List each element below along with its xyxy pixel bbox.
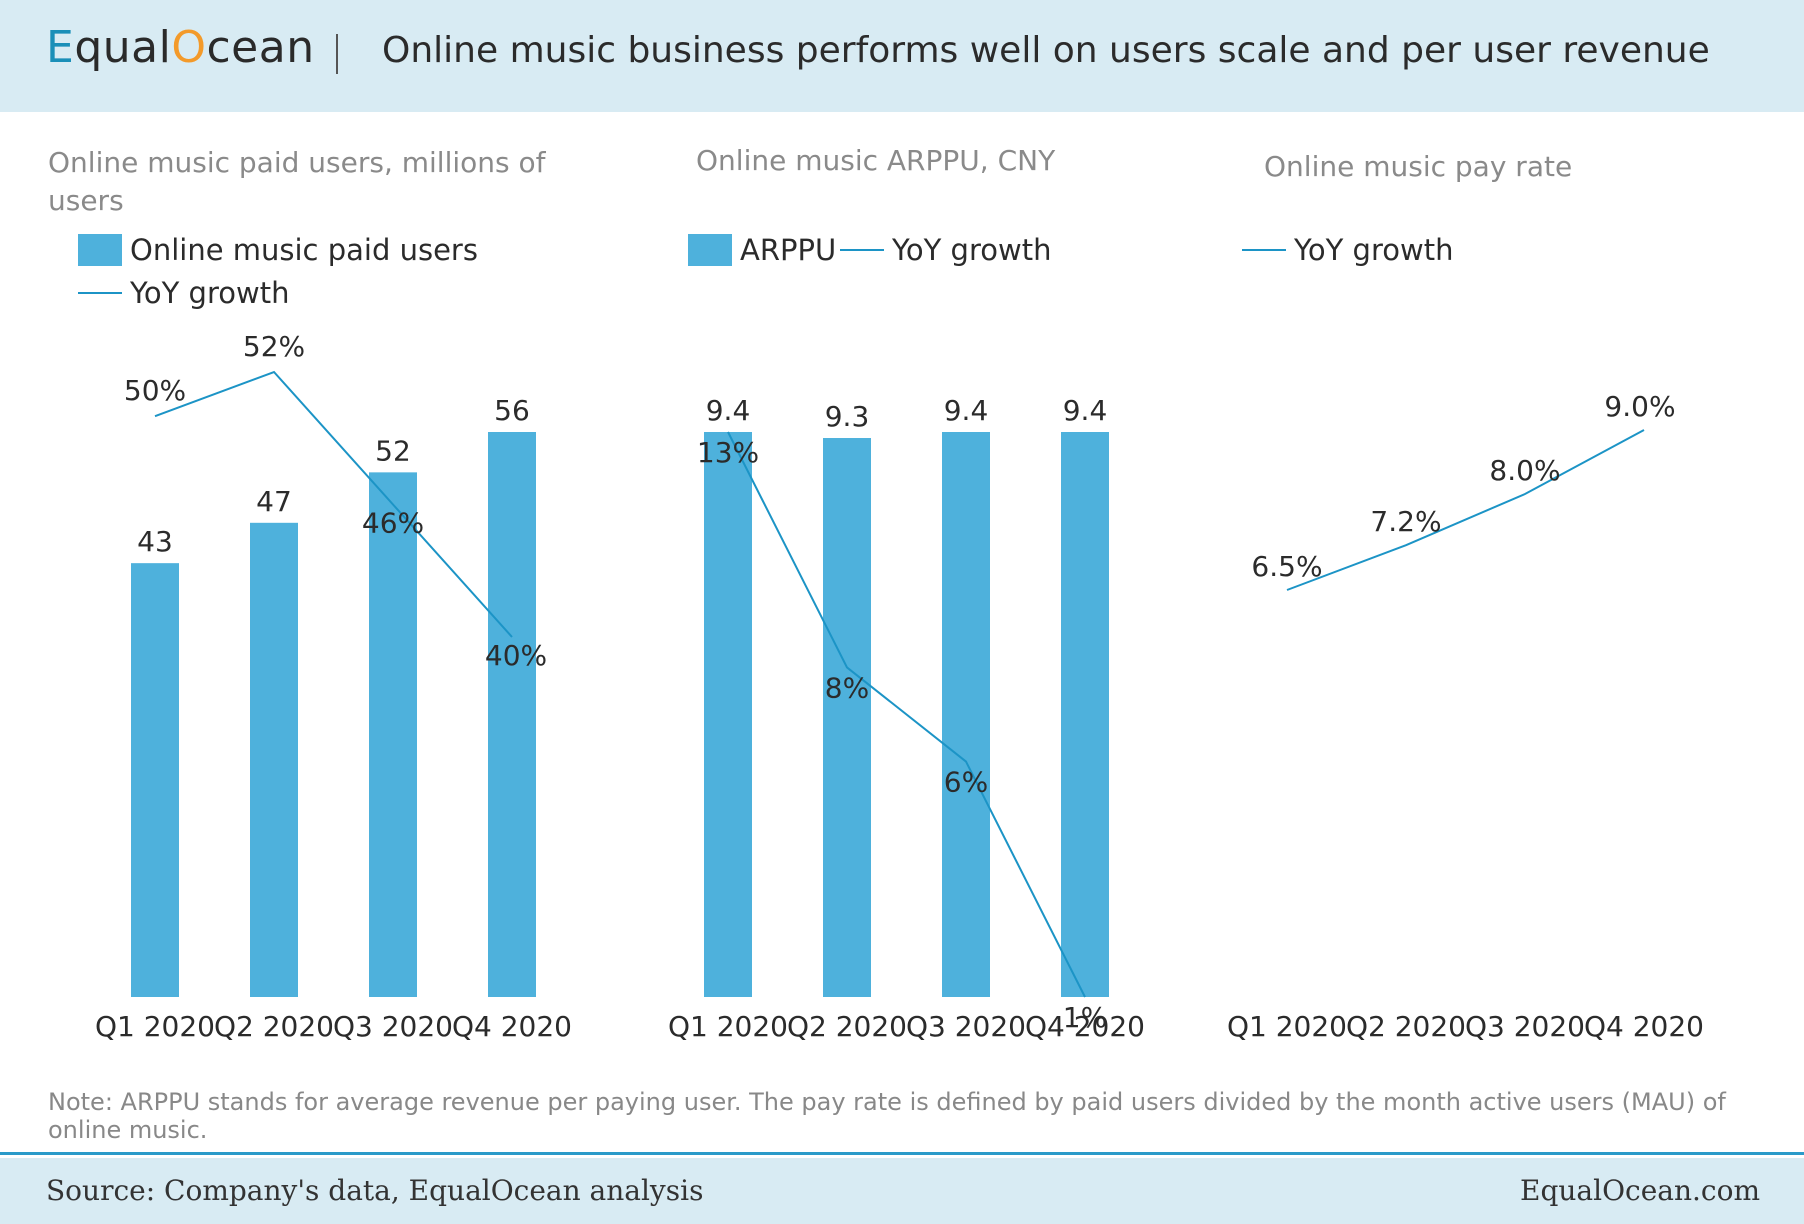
legend-swatch-bar (688, 234, 732, 266)
legend-swatch-bar (78, 234, 122, 266)
chart-title: users (48, 184, 124, 217)
yoy-value-label: 46% (362, 507, 424, 540)
legend-label: YoY growth (1293, 233, 1453, 267)
x-tick-label: Q1 2020 (668, 1010, 788, 1043)
bar-value-label: 9.3 (825, 400, 870, 433)
yoy-growth-line (1286, 429, 1645, 591)
bar-value-label: 9.4 (1063, 394, 1108, 427)
yoy-value-label: 6% (944, 766, 988, 799)
x-tick-label: Q3 2020 (333, 1010, 453, 1043)
yoy-value-label: 13% (697, 436, 759, 469)
bar-q3-2020 (942, 432, 990, 997)
bar-q2-2020 (250, 522, 298, 997)
x-tick-label: Q1 2020 (95, 1010, 215, 1043)
x-tick-label: Q2 2020 (214, 1010, 334, 1043)
site-text: EqualOcean.com (1520, 1174, 1760, 1207)
bar-q4-2020 (1061, 432, 1109, 997)
legend-label: YoY growth (129, 276, 289, 310)
x-tick-label: Q3 2020 (1465, 1010, 1585, 1043)
chart-title: Online music ARPPU, CNY (696, 144, 1056, 177)
bar-q1-2020 (131, 563, 179, 997)
legend-label: ARPPU (740, 233, 836, 267)
x-tick-label: Q4 2020 (1025, 1010, 1145, 1043)
legend-label: YoY growth (891, 233, 1051, 267)
footer-bar: Source: Company's data, EqualOcean analy… (0, 1158, 1804, 1224)
bar-q4-2020 (488, 432, 536, 997)
yoy-value-label: 6.5% (1251, 550, 1322, 583)
x-tick-label: Q1 2020 (1227, 1010, 1347, 1043)
bar-value-label: 47 (256, 485, 292, 518)
page-title: Online music business performs well on u… (382, 30, 1710, 71)
x-tick-label: Q4 2020 (452, 1010, 572, 1043)
bar-value-label: 9.4 (706, 394, 751, 427)
bar-q1-2020 (704, 432, 752, 997)
bar-value-label: 9.4 (944, 394, 989, 427)
chart-title: Online music paid users, millions of (48, 146, 547, 179)
bar-q3-2020 (369, 472, 417, 997)
yoy-value-label: 1% (1063, 1001, 1107, 1034)
yoy-value-label: 9.0% (1604, 390, 1675, 423)
x-tick-label: Q4 2020 (1584, 1010, 1704, 1043)
header-separator (336, 34, 338, 74)
yoy-value-label: 40% (485, 639, 547, 672)
legend-label: Online music paid users (130, 233, 478, 267)
bar-value-label: 56 (494, 394, 530, 427)
yoy-value-label: 50% (124, 374, 186, 407)
yoy-growth-line (154, 370, 513, 638)
bar-q2-2020 (823, 438, 871, 998)
footer-rule (0, 1152, 1804, 1155)
x-tick-label: Q2 2020 (1346, 1010, 1466, 1043)
equalocean-logo: EqualOcean (46, 22, 315, 73)
x-tick-label: Q2 2020 (787, 1010, 907, 1043)
yoy-value-label: 7.2% (1370, 505, 1441, 538)
chart-panel-1: Online music paid users, millions of user… (48, 146, 572, 1043)
x-tick-label: Q3 2020 (906, 1010, 1026, 1043)
source-text: Source: Company's data, EqualOcean analy… (46, 1174, 704, 1207)
bar-value-label: 43 (137, 525, 173, 558)
chart-panel-2: Online music ARPPU, CNY ARPPU YoY growth 9.… (668, 144, 1145, 1043)
header-bar: EqualOcean Online music business perform… (0, 0, 1804, 112)
yoy-value-label: 52% (243, 330, 305, 363)
chart-title: Online music pay rate (1264, 150, 1572, 183)
charts-canvas: Online music paid users, millions of user… (48, 144, 1704, 1043)
yoy-value-label: 8% (825, 671, 869, 704)
yoy-growth-line (727, 431, 1086, 998)
yoy-value-label: 8.0% (1489, 454, 1560, 487)
bar-value-label: 52 (375, 434, 411, 467)
chart-panel-3: Online music pay rate YoY growth 6.5% 7.2% 8… (1227, 150, 1704, 1043)
chart-note: Note: ARPPU stands for average revenue p… (48, 1088, 1726, 1144)
